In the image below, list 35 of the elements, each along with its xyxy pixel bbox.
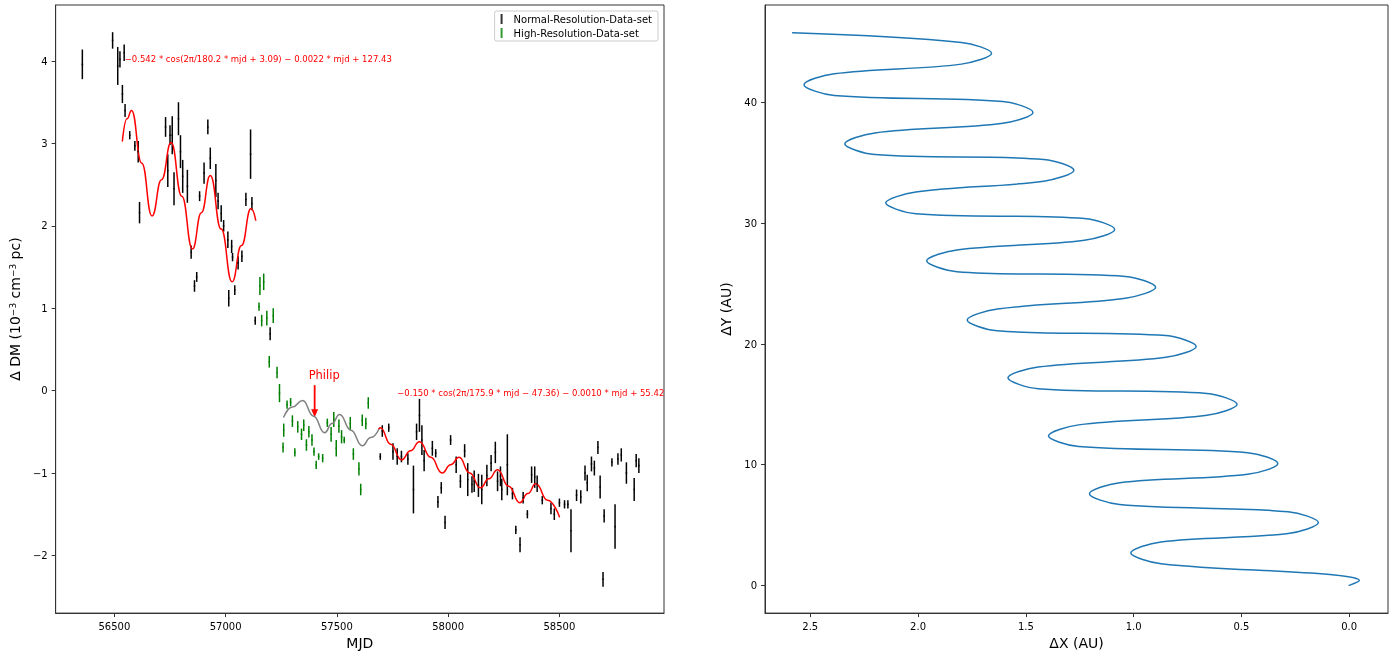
x-axis-title: MJD <box>346 635 374 651</box>
y-tick-label: 4 <box>41 55 48 67</box>
x-tick-label: 58500 <box>543 620 576 632</box>
legend-label: Normal-Resolution-Data-set <box>513 13 653 25</box>
y-tick-label: 10 <box>744 459 757 471</box>
x-tick-label: 1.5 <box>1017 620 1034 632</box>
y-axis-title: ΔY (AU) <box>718 282 734 336</box>
annotation: −0.542 * cos(2π/180.2 * mjd + 3.09) − 0.0022 * mjd + 127.43 <box>124 54 392 65</box>
line-series <box>378 426 561 518</box>
line-series <box>791 32 1361 587</box>
x-tick-label: 0.5 <box>1233 620 1250 632</box>
annotation: Philip <box>308 368 340 383</box>
annotation: −0.150 * cos(2π/175.9 * mjd − 47.36) − 0.0010 * mjd + 55.42 <box>397 388 665 399</box>
x-tick-label: 57500 <box>321 620 353 632</box>
line-series <box>121 109 257 283</box>
y-tick-label: 2 <box>41 220 48 232</box>
x-tick-label: 2.0 <box>910 620 927 632</box>
y-tick-label: 0 <box>41 385 48 397</box>
x-tick-label: 2.5 <box>802 620 819 632</box>
legend-label: High-Resolution-Data-set <box>513 27 639 39</box>
y-tick-label: 30 <box>744 217 757 229</box>
x-tick-label: 0.0 <box>1341 620 1358 632</box>
x-axis-title: ΔX (AU) <box>1049 635 1104 651</box>
x-tick-label: 56500 <box>98 620 131 632</box>
x-tick-label: 57000 <box>209 620 242 632</box>
y-tick-label: 20 <box>744 338 757 350</box>
y-tick-label: 1 <box>41 302 48 314</box>
y-tick-label: −2 <box>32 549 48 561</box>
y-tick-label: −1 <box>32 467 48 479</box>
y-tick-label: 3 <box>41 137 48 149</box>
x-tick-label: 1.0 <box>1125 620 1142 632</box>
x-tick-label: 58000 <box>432 620 465 632</box>
y-tick-label: 0 <box>750 579 757 591</box>
y-tick-label: 40 <box>744 97 757 109</box>
y-axis-title: Δ DM (10−3 cm−3 pc) <box>7 237 23 381</box>
